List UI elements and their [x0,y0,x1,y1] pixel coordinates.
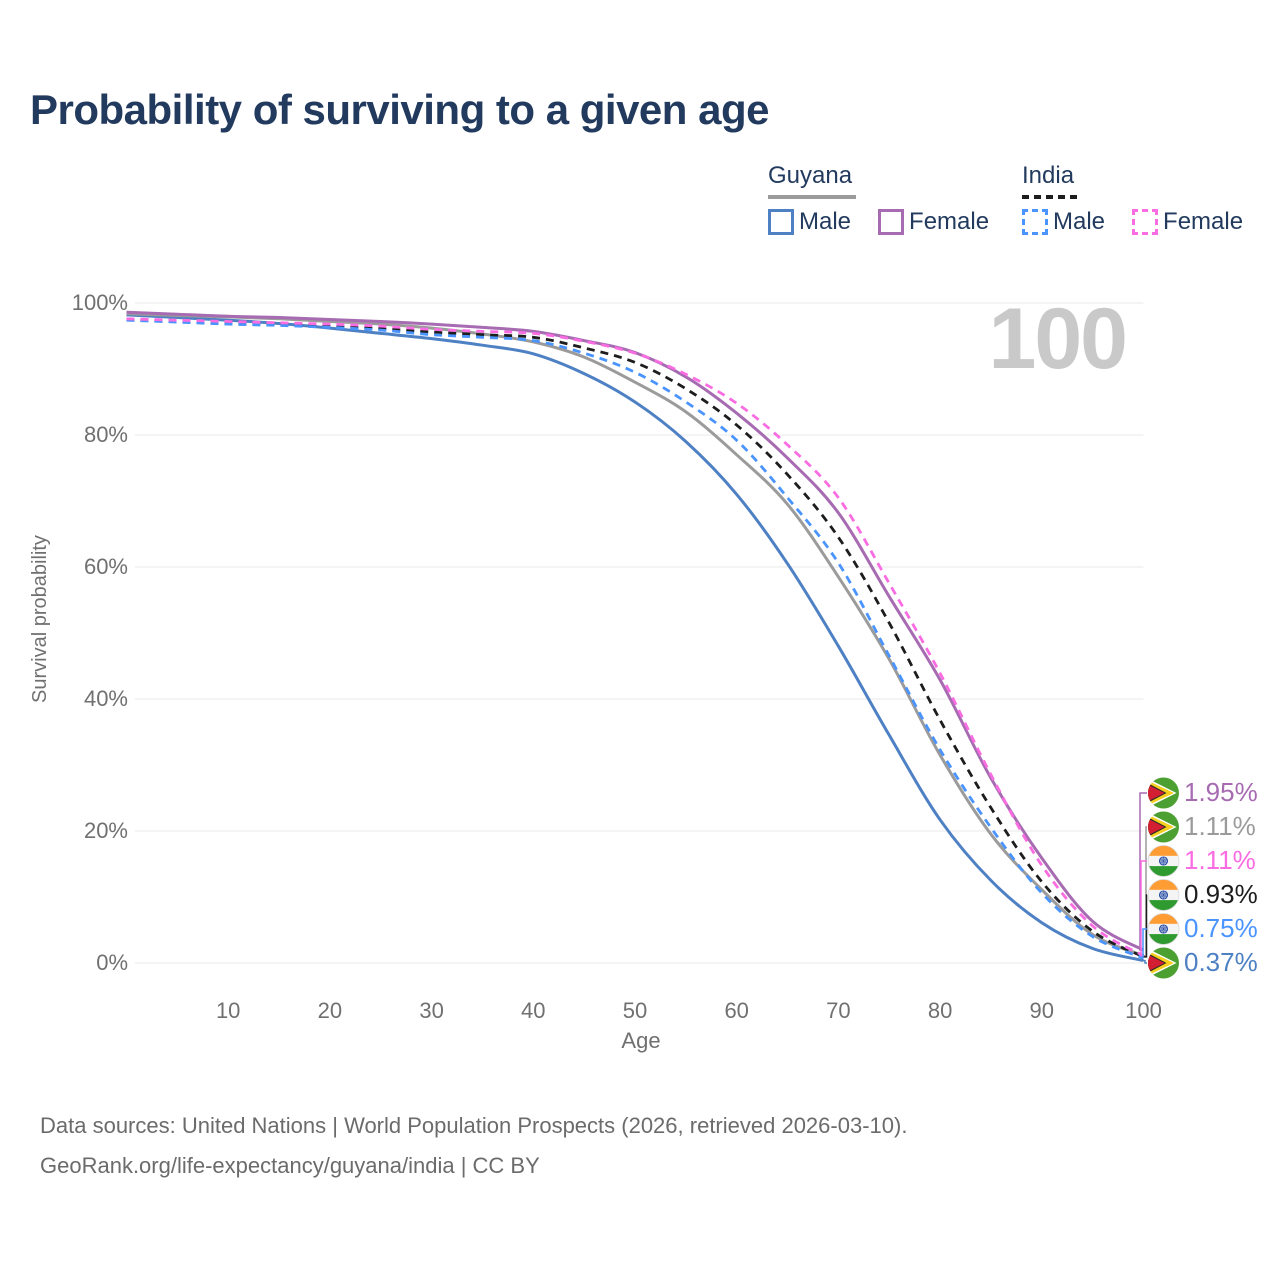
india-dashed-line-sample [1022,195,1080,199]
y-tick-label: 60% [83,554,128,579]
x-tick-label: 20 [317,998,343,1023]
end-value-label-guyana-female: 1.95% [1184,777,1258,807]
series-line-india-both[interactable] [126,318,1145,959]
end-label-connector [1143,826,1147,957]
x-tick-label: 60 [724,998,749,1023]
series-line-guyana-both[interactable] [126,312,1145,958]
guyana-flag-icon [1148,947,1179,979]
x-tick-label: 30 [419,998,444,1023]
x-tick-label: 80 [927,998,953,1023]
legend-item-guyana-male[interactable]: Male [768,208,851,236]
india-male-swatch-icon [1022,209,1048,235]
end-value-label-guyana-male: 0.37% [1184,947,1258,977]
series-line-india-female[interactable] [126,317,1145,957]
end-label-connector [1143,959,1147,964]
legend-label: Female [1163,208,1244,235]
x-tick-label: 50 [622,998,648,1023]
legend-guyana-title: Guyana [768,162,853,189]
legend-label: Female [909,208,990,235]
end-value-label-india-both-sexes: 0.93% [1184,879,1258,909]
series-line-india-male[interactable] [126,318,1145,960]
legend-group-guyana: Guyana Male Female [768,162,989,236]
x-tick-label: 90 [1029,998,1055,1023]
guyana-male-swatch-icon [768,209,794,235]
legend-item-india-female[interactable]: Female [1132,208,1243,236]
series-line-guyana-male[interactable] [126,313,1144,963]
x-tick-label: 70 [826,998,851,1023]
x-tick-label: 40 [521,998,546,1023]
y-tick-label: 80% [83,422,128,447]
y-tick-label: 0% [96,950,128,975]
x-tick-label: 100 [1125,998,1162,1023]
y-tick-label: 20% [83,818,128,843]
attribution-line: GeoRank.org/life-expectancy/guyana/india… [40,1153,540,1178]
india-female-swatch-icon [1132,209,1159,235]
age-counter-watermark: 100 [988,291,1128,387]
footer: Data sources: United Nations | World Pop… [40,1106,907,1186]
x-axis-title: Age [621,1028,661,1053]
legend-india-title: India [1022,162,1075,189]
page-title: Probability of surviving to a given age [30,86,769,133]
guyana-female-swatch-icon [878,209,905,235]
legend-group-india: India Male Female [1022,162,1243,236]
y-tick-label: 40% [83,686,128,711]
guyana-flag-icon [1148,777,1179,809]
y-axis-title: Survival probability [29,535,51,703]
end-value-label-india-male: 0.75% [1184,913,1258,943]
india-flag-icon [1147,845,1180,877]
legend-label: Male [799,208,852,235]
x-tick-label: 10 [215,998,241,1023]
end-value-label-india-female: 1.11% [1184,845,1256,875]
y-tick-label: 100% [71,290,128,315]
end-label-connector [1142,928,1147,959]
end-value-label-guyana-both-sexes: 1.11% [1184,811,1256,841]
legend-label: Male [1053,208,1106,235]
legend-item-guyana-female[interactable]: Female [878,208,989,236]
guyana-solid-line-sample [768,195,856,199]
end-label-connector [1143,894,1148,958]
guyana-flag-icon [1148,811,1179,843]
data-sources-line: Data sources: United Nations | World Pop… [40,1113,908,1138]
series-line-guyana-female[interactable] [126,310,1145,952]
legend-india-header: India [1022,162,1243,199]
legend-guyana-header: Guyana [768,162,989,199]
india-flag-icon [1147,879,1180,911]
india-flag-icon [1147,913,1180,945]
legend-item-india-male[interactable]: Male [1022,208,1105,236]
